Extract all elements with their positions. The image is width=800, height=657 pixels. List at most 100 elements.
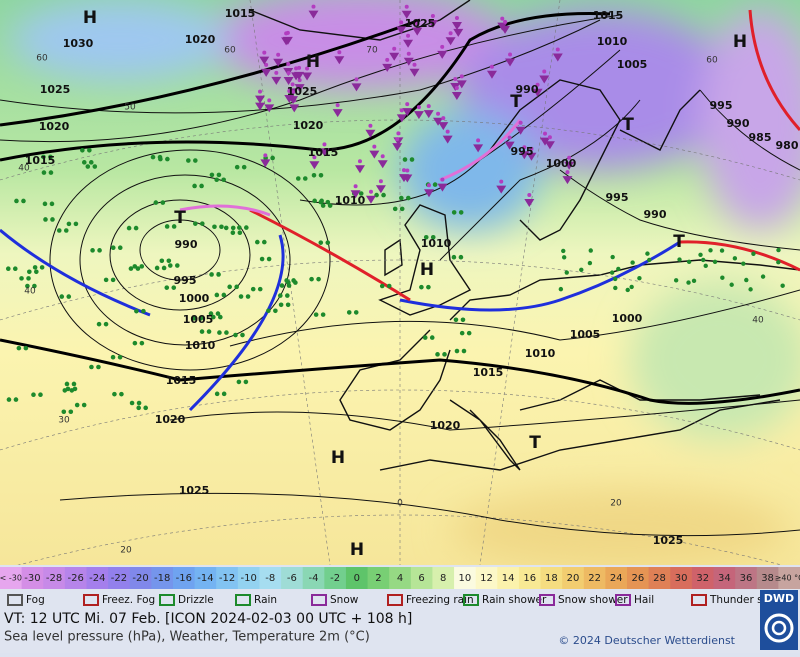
rain-symbol [233,332,238,338]
legend-icon [463,594,479,606]
rain-symbol [48,170,54,175]
color-cell [43,567,66,589]
rain-symbol [613,285,618,291]
rain-symbol [110,354,116,360]
color-label: 14 [502,573,515,584]
rain-symbol [609,270,615,275]
snow-symbol [267,98,272,103]
color-cell [670,567,693,589]
rain-symbol [73,221,79,227]
rain-symbol [63,228,69,233]
snow-symbol [396,131,401,136]
snow-symbol [412,62,417,67]
rain-symbol [49,201,55,207]
rain-symbol [691,278,697,284]
snow-symbol [264,62,269,67]
rain-symbol [255,239,260,245]
rain-symbol [214,292,220,298]
rain-symbol [166,258,172,264]
color-label: 36 [740,573,753,584]
rain-symbol [458,254,464,260]
rain-symbol [119,391,124,397]
rain-symbol [16,345,22,351]
snow-symbol [535,82,540,87]
legend-label: Rain [254,594,277,606]
color-cell [108,567,131,589]
rain-symbol [645,251,650,256]
rain-symbol [221,177,226,183]
rain-symbol [31,392,36,398]
rain-symbol [136,405,141,411]
snow-symbol [291,90,296,95]
color-cell [172,567,196,589]
snow-symbol [305,66,310,71]
rain-symbol [245,294,251,299]
isobar-label: 1015 [166,374,197,387]
rain-symbol [442,352,447,357]
rain-symbol [257,286,263,292]
snow-symbol [453,28,464,37]
color-cell [454,567,477,589]
snow-symbol [504,141,515,150]
rain-symbol [128,266,134,271]
rain-symbol [143,405,148,411]
grid-label: 60 [224,46,236,56]
rain-symbol [458,210,464,215]
isobar-label: 1010 [597,35,628,48]
rain-symbol [209,172,215,178]
rain-symbol [744,277,749,283]
legend-icon [691,594,707,606]
color-label: 22 [588,573,601,584]
weather-legend: Fog Freez. Fog Drizzle Rain Snow Freezing rai… [7,594,788,606]
grid-label: 40 [24,287,36,297]
rain-symbol [96,364,101,370]
snow-symbol [448,31,453,36]
rain-symbol [165,156,170,162]
rain-symbol [234,284,239,290]
rain-symbol [346,310,352,315]
rain-symbol [171,285,177,290]
snow-symbol [284,31,289,36]
pressure-center: H [420,260,434,280]
rain-symbol [647,257,652,263]
rain-symbol [459,330,465,336]
snow-symbol [353,184,358,189]
color-label: -26 [68,573,84,584]
color-label: -4 [309,573,319,584]
rain-symbol [262,239,267,245]
color-label: 24 [610,573,623,584]
rain-symbol [43,217,48,222]
pressure-center: H [733,32,747,52]
snow-symbol [440,177,445,182]
rain-symbol [311,172,317,178]
color-label: 8 [440,573,446,584]
color-cell [778,567,800,589]
rain-symbol [686,280,691,285]
rain-symbol [89,364,94,370]
snow-symbol [258,89,263,94]
color-label: -24 [89,573,105,584]
color-scale: < -30 -30 -28 -26 -24 -22 -20 -18 -16 -14 -12 -10 -8… [0,567,800,589]
color-cell [691,567,715,589]
rain-symbol [25,283,30,289]
description: Sea level pressure (hPa), Weather, Tempe… [4,630,370,645]
rain-symbol [327,203,333,208]
isobar-label: 990 [516,83,539,96]
snow-symbol [405,102,410,107]
snow-symbol [392,143,403,152]
rain-symbol [561,255,567,260]
rain-symbol [92,164,98,169]
legend-label: Rain shower [482,594,547,606]
snow-symbol [382,63,393,72]
rain-symbol [291,278,296,283]
snow-symbol [404,4,409,9]
grid-label: 40 [752,316,764,326]
pressure-center: T [622,115,634,135]
rain-symbol [133,225,139,231]
snow-symbol [350,190,361,199]
rain-symbol [126,225,132,231]
pressure-center: H [83,8,97,28]
snow-symbol [365,195,376,204]
snow-symbol [437,183,448,192]
copyright: © 2024 Deutscher Wetterdienst [558,634,735,647]
